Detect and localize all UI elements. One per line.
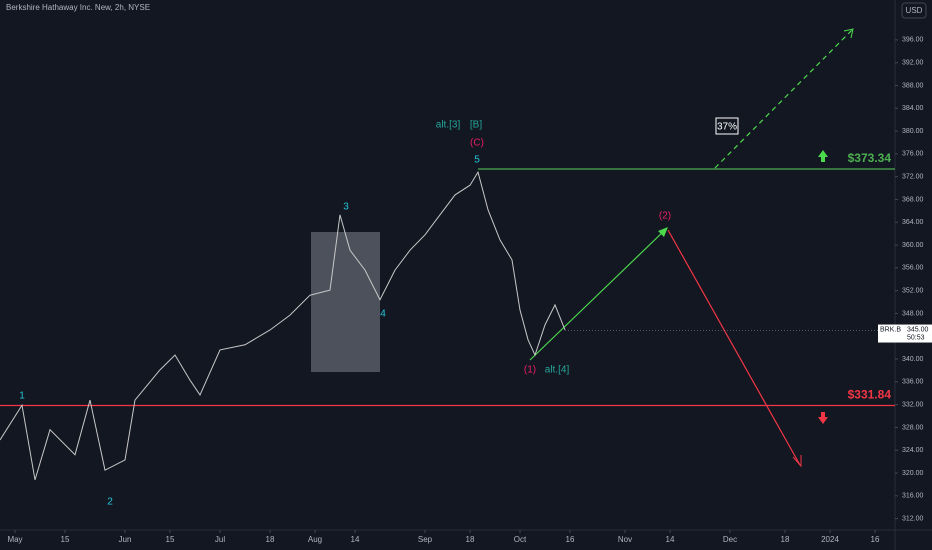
x-tick-label: 16 [566,535,575,544]
x-tick-label: May [7,535,22,544]
wave-label: alt.[4] [545,365,570,376]
y-tick-label: 392.00 [902,60,924,67]
x-tick-label: Sep [418,535,433,544]
wave-label: 5 [474,155,480,166]
x-tick-label: Jul [215,535,225,544]
arrow-head [658,227,668,237]
down-icon [818,412,828,424]
price-tag-box [878,324,932,343]
x-tick-label: 16 [871,535,880,544]
wave-label: [B] [470,120,482,131]
up-icon [818,150,828,162]
x-tick-label: Aug [308,535,322,544]
x-tick-label: Dec [723,535,737,544]
x-tick-label: 14 [351,535,360,544]
x-tick-label: 15 [61,535,70,544]
arrow-head [843,28,854,39]
level-label: $331.84 [848,388,892,402]
y-tick-label: 396.00 [902,37,924,44]
y-tick-label: 368.00 [902,196,924,203]
y-tick-label: 340.00 [902,356,924,363]
y-tick-label: 376.00 [902,151,924,158]
x-tick-label: Nov [618,535,632,544]
y-tick-label: 356.00 [902,265,924,272]
y-tick-label: 332.00 [902,401,924,408]
countdown-tag: 50:53 [907,334,925,341]
level-label: $373.34 [848,151,892,165]
x-tick-label: 15 [166,535,175,544]
x-tick-label: 18 [266,535,275,544]
currency-box[interactable] [901,2,927,19]
wave-label: (1) [524,365,536,376]
y-tick-label: 312.00 [902,515,924,522]
wave-label: 1 [19,391,25,402]
y-tick-label: 348.00 [902,310,924,317]
wave-label: 4 [380,309,386,320]
wave-label: (C) [470,138,484,149]
symbol-tag: BRK.B [880,326,901,333]
percent-box [715,117,739,135]
y-tick-label: 328.00 [902,424,924,431]
projection-down [667,229,801,466]
projection-up [529,228,667,361]
x-tick-label: Jun [119,535,132,544]
y-tick-label: 364.00 [902,219,924,226]
y-tick-label: 388.00 [902,82,924,89]
y-tick-label: 336.00 [902,379,924,386]
zone-box [311,232,380,372]
x-tick-label: 18 [781,535,790,544]
price-line [0,170,566,480]
wave-label: 3 [343,202,349,213]
x-tick-label: 2024 [821,535,839,544]
y-tick-label: 384.00 [902,105,924,112]
y-tick-label: 360.00 [902,242,924,249]
chart-title: Berkshire Hathaway Inc. New, 2h, NYSE [6,3,150,12]
y-tick-label: 352.00 [902,287,924,294]
percent-label: 37% [717,122,737,133]
projection-dashed [714,29,853,169]
x-tick-label: 18 [466,535,475,544]
currency[interactable]: USD [906,6,923,15]
y-tick-label: 316.00 [902,493,924,500]
wave-label: (2) [659,211,671,222]
last-price-tag: 345.00 [907,326,929,333]
wave-label: alt.[3] [436,120,461,131]
x-tick-label: Oct [514,535,527,544]
x-tick-label: 14 [666,535,675,544]
y-tick-label: 324.00 [902,447,924,454]
y-tick-label: 320.00 [902,470,924,477]
y-tick-label: 380.00 [902,128,924,135]
y-tick-label: 372.00 [902,174,924,181]
arrow-head [792,455,802,468]
wave-label: 2 [107,497,113,508]
